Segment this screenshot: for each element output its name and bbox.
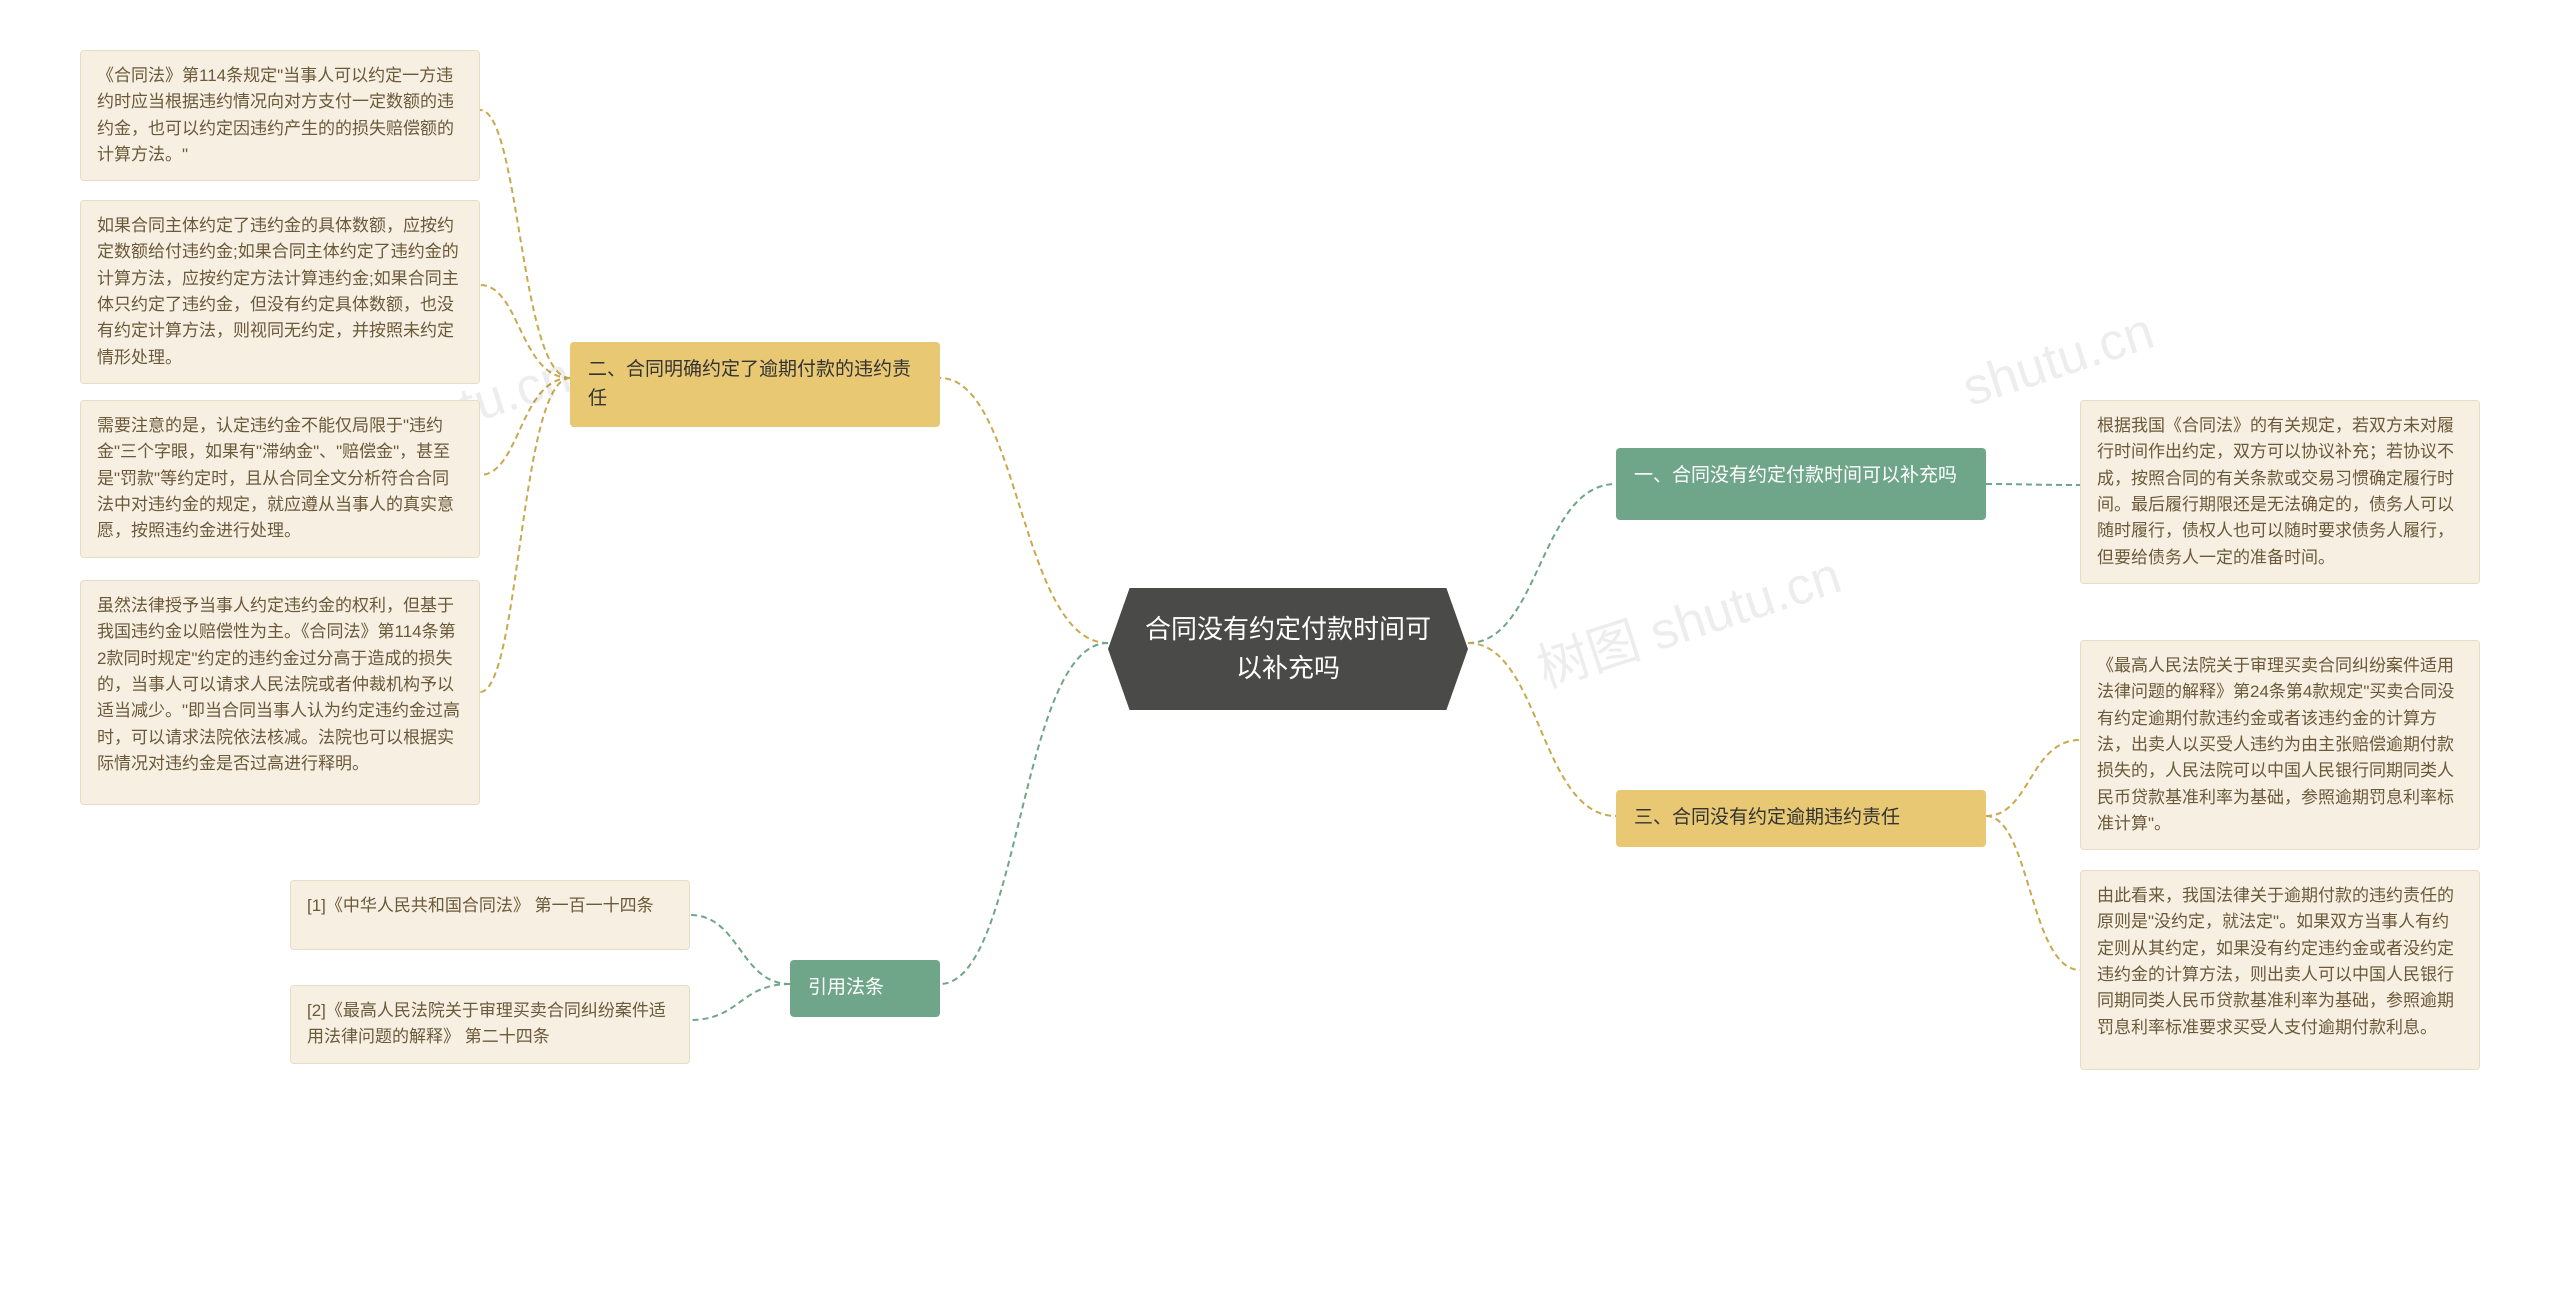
leaf-node[interactable]: [2]《最高人民法院关于审理买卖合同纠纷案件适用法律问题的解释》 第二十四条: [290, 985, 690, 1064]
leaf-node[interactable]: 《最高人民法院关于审理买卖合同纠纷案件适用法律问题的解释》第24条第4款规定"买…: [2080, 640, 2480, 850]
leaf-node[interactable]: 由此看来，我国法律关于逾期付款的违约责任的原则是"没约定，就法定"。如果双方当事…: [2080, 870, 2480, 1070]
mindmap-canvas: 树图 shutu.cn 树图 shutu.cn shutu.cn 合同没有约定付…: [0, 0, 2560, 1290]
branch-node-r2[interactable]: 三、合同没有约定逾期违约责任: [1616, 790, 1986, 847]
leaf-node[interactable]: 虽然法律授予当事人约定违约金的权利，但基于我国违约金以赔偿性为主。《合同法》第1…: [80, 580, 480, 805]
leaf-node[interactable]: [1]《中华人民共和国合同法》 第一百一十四条: [290, 880, 690, 950]
leaf-node[interactable]: 如果合同主体约定了违约金的具体数额，应按约定数额给付违约金;如果合同主体约定了违…: [80, 200, 480, 384]
root-node[interactable]: 合同没有约定付款时间可以补充吗: [1108, 588, 1468, 710]
leaf-node[interactable]: 《合同法》第114条规定"当事人可以约定一方违约时应当根据违约情况向对方支付一定…: [80, 50, 480, 181]
leaf-node[interactable]: 根据我国《合同法》的有关规定，若双方未对履行时间作出约定，双方可以协议补充；若协…: [2080, 400, 2480, 584]
branch-node-r1[interactable]: 一、合同没有约定付款时间可以补充吗: [1616, 448, 1986, 520]
branch-node-l1[interactable]: 二、合同明确约定了逾期付款的违约责任: [570, 342, 940, 427]
branch-node-l2[interactable]: 引用法条: [790, 960, 940, 1017]
watermark: 树图 shutu.cn: [1526, 533, 1849, 702]
leaf-node[interactable]: 需要注意的是，认定违约金不能仅局限于"违约金"三个字眼，如果有"滞纳金"、"赔偿…: [80, 400, 480, 558]
